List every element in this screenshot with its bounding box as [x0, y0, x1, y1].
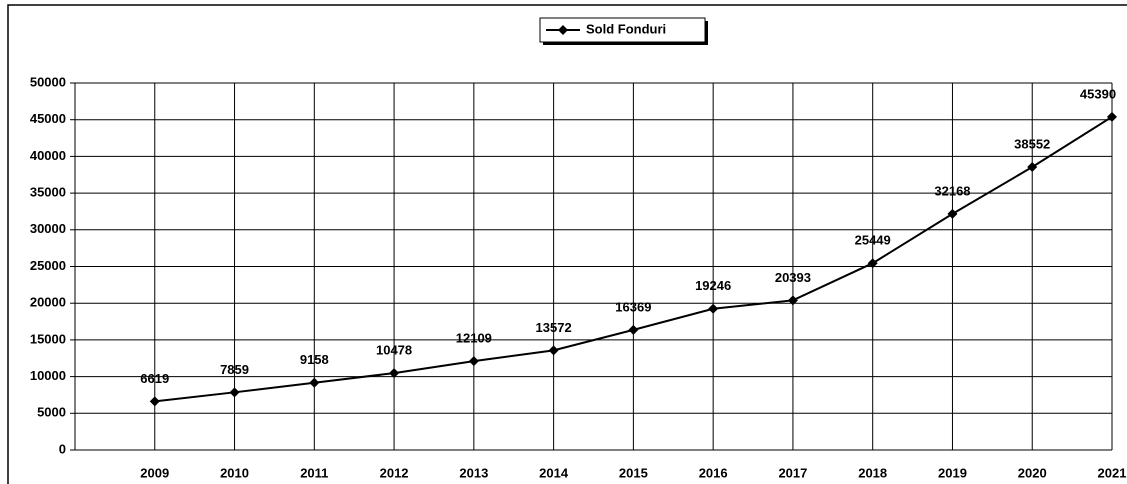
data-label: 13572 [536, 320, 572, 335]
y-tick-label: 50000 [30, 74, 66, 89]
x-tick-label: 2014 [539, 465, 569, 480]
x-tick-label: 2016 [699, 465, 728, 480]
data-label: 32168 [934, 183, 970, 198]
data-label: 7859 [220, 362, 249, 377]
data-label: 10478 [376, 343, 412, 358]
x-tick-label: 2019 [938, 465, 967, 480]
data-label: 20393 [775, 270, 811, 285]
data-point [787, 295, 798, 306]
x-tick-label: 2021 [1098, 465, 1127, 480]
data-label: 19246 [695, 278, 731, 293]
data-point [548, 345, 559, 356]
data-point [229, 387, 240, 398]
legend-marker [558, 25, 568, 35]
data-point [947, 208, 958, 219]
data-point [149, 396, 160, 407]
chart-frame [7, 4, 1127, 484]
data-point [309, 377, 320, 388]
data-point [867, 258, 878, 269]
x-tick-label: 2015 [619, 465, 648, 480]
x-tick-label: 2009 [140, 465, 169, 480]
data-point [389, 368, 400, 379]
data-point [468, 356, 479, 367]
x-tick-label: 2011 [300, 465, 328, 480]
y-tick-label: 25000 [30, 258, 66, 273]
x-tick-label: 2010 [220, 465, 249, 480]
y-tick-label: 40000 [30, 148, 66, 163]
y-tick-label: 10000 [30, 368, 66, 383]
data-label: 16369 [615, 299, 651, 314]
x-tick-label: 2018 [858, 465, 887, 480]
y-tick-label: 35000 [30, 185, 66, 200]
data-point [1027, 162, 1038, 173]
y-tick-label: 30000 [30, 221, 66, 236]
y-tick-label: 0 [59, 441, 66, 456]
x-tick-label: 2017 [778, 465, 807, 480]
y-tick-label: 45000 [30, 111, 66, 126]
legend-label: Sold Fonduri [586, 21, 666, 36]
y-tick-label: 15000 [30, 331, 66, 346]
x-tick-label: 2012 [380, 465, 409, 480]
y-tick-label: 20000 [30, 295, 66, 310]
data-label: 38552 [1014, 136, 1050, 151]
data-label: 6619 [140, 371, 169, 386]
data-label: 12109 [456, 331, 492, 346]
x-tick-label: 2020 [1018, 465, 1047, 480]
x-tick-label: 2013 [459, 465, 488, 480]
data-label: 9158 [300, 352, 329, 367]
data-point [708, 303, 719, 314]
data-label: 25449 [855, 233, 891, 248]
data-label: 45390 [1080, 86, 1116, 101]
data-point [628, 324, 639, 335]
y-tick-label: 5000 [37, 405, 66, 420]
data-point [1107, 111, 1117, 122]
